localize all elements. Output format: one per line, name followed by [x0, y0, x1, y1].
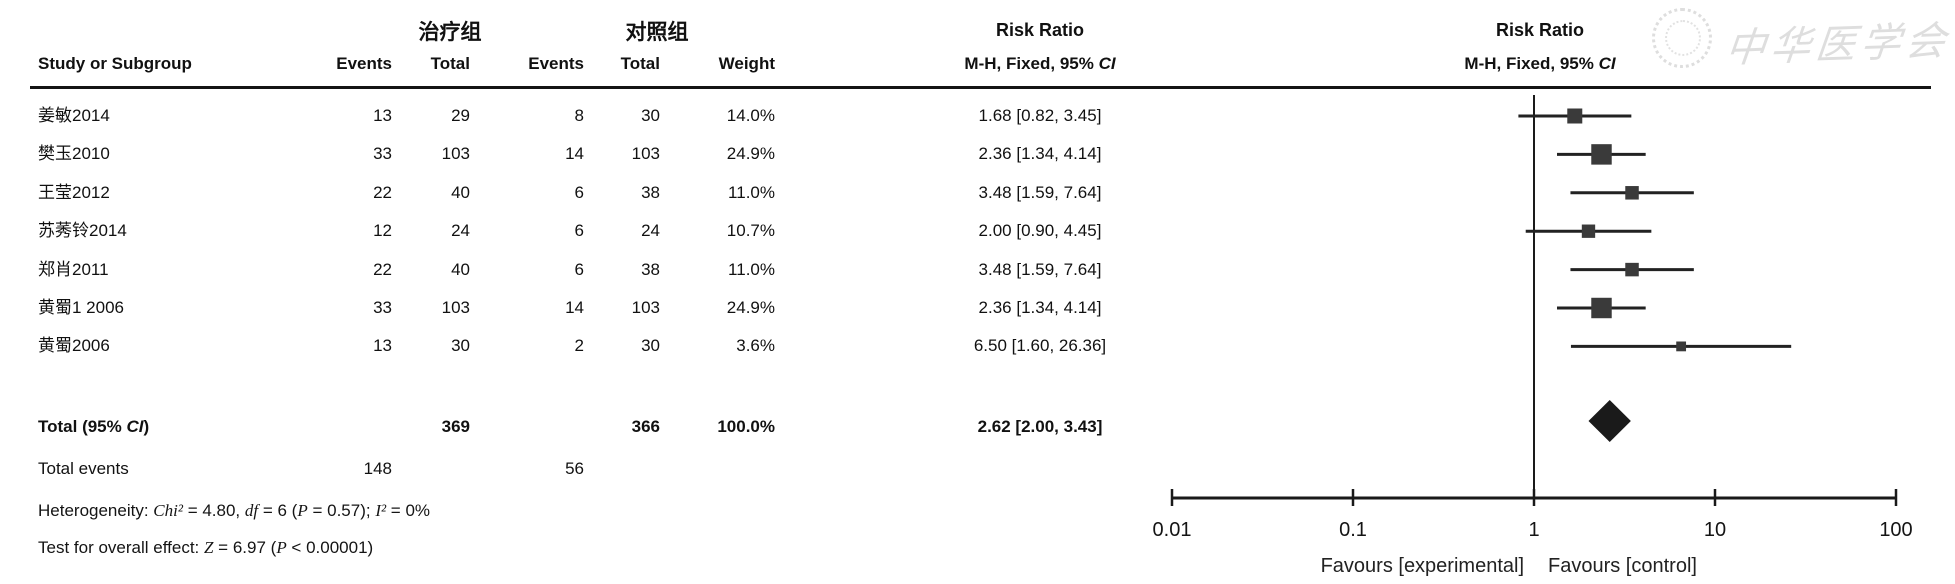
risk-ratio-column-title: Risk Ratio — [995, 20, 1085, 40]
study-row-study-name: 黄蜀1 2006 — [38, 298, 124, 317]
study-row-weight: 10.7% — [726, 221, 775, 241]
overall-effect-test: Test for overall effect: Z = 6.97 (P < 0… — [38, 538, 374, 557]
study-row-estimate: 3.48 [1.59, 7.64] — [978, 182, 1102, 202]
point-estimate-square — [1676, 341, 1687, 352]
total-row-total-treatment: 369 — [441, 417, 470, 436]
study-row-study-name: 郑肖2011 — [38, 259, 109, 279]
study-row-events-control: 2 — [574, 336, 584, 356]
column-header-total-treatment: Total — [430, 54, 470, 73]
study-row-study-name: 黄蜀2006 — [38, 336, 110, 356]
study-row-total-control: 30 — [641, 106, 660, 125]
study-row-events-control: 14 — [565, 144, 584, 164]
study-row-total-treatment: 40 — [451, 182, 470, 202]
study-row-total-treatment: 24 — [451, 221, 470, 241]
study-row-total-treatment: 40 — [451, 259, 470, 279]
total-row-estimate: 2.62 [2.00, 3.43] — [977, 417, 1103, 436]
study-row-weight: 11.0% — [728, 259, 775, 279]
x-axis-tick-label: 1 — [1528, 519, 1539, 541]
column-header-events-treatment: Events — [336, 54, 392, 73]
point-estimate-square — [1591, 297, 1612, 319]
study-row-total-treatment: 103 — [441, 298, 470, 317]
study-row-study-name: 樊玉2010 — [38, 144, 110, 164]
point-estimate-square — [1625, 186, 1639, 200]
study-row-estimate: 2.00 [0.90, 4.45] — [978, 221, 1102, 241]
study-row-study-name: 姜敏2014 — [38, 106, 110, 125]
study-row-weight: 24.9% — [726, 144, 775, 164]
pooled-effect-diamond — [1588, 400, 1631, 442]
study-row-weight: 24.9% — [726, 298, 775, 317]
total-row-weight: 100.0% — [717, 417, 775, 436]
study-row-events-control: 8 — [574, 106, 584, 125]
x-axis-tick-label: 10 — [1704, 519, 1726, 541]
study-row-total-control: 24 — [641, 221, 660, 241]
watermark-seal-icon — [1652, 8, 1712, 68]
treatment-group-header: 治疗组 — [418, 21, 482, 44]
x-axis-tick-label: 100 — [1879, 519, 1912, 541]
study-row-events-treatment: 13 — [373, 106, 392, 125]
study-row-weight: 3.6% — [736, 336, 775, 356]
study-row-events-treatment: 12 — [373, 221, 392, 241]
study-row-estimate: 6.50 [1.60, 26.36] — [973, 336, 1107, 356]
point-estimate-square — [1625, 262, 1639, 277]
study-row-weight: 11.0% — [728, 182, 775, 202]
x-axis-tick-label: 0.1 — [1339, 519, 1367, 541]
study-row-total-treatment: 30 — [451, 336, 470, 356]
study-row-weight: 14.0% — [726, 106, 775, 125]
point-estimate-square — [1581, 224, 1596, 238]
column-header-method-ci: M-H, Fixed, 95% CI — [964, 54, 1116, 73]
plot-header-method-ci: M-H, Fixed, 95% CI — [1464, 54, 1616, 73]
total-row-total-control: 366 — [631, 417, 660, 436]
study-row-total-control: 103 — [631, 298, 660, 317]
study-row-total-treatment: 103 — [441, 144, 470, 164]
study-row-events-treatment: 33 — [373, 144, 392, 164]
point-estimate-square — [1567, 108, 1583, 124]
study-row-events-control: 14 — [565, 298, 584, 317]
study-row-study-name: 苏莠铃2014 — [38, 221, 127, 241]
study-row-events-treatment: 22 — [373, 182, 392, 202]
total-events-label: Total events — [38, 459, 129, 478]
watermark-seal-inner-icon — [1665, 20, 1701, 56]
study-row-estimate: 2.36 [1.34, 4.14] — [978, 144, 1102, 164]
study-row-estimate: 2.36 [1.34, 4.14] — [978, 298, 1102, 317]
column-header-events-control: Events — [528, 54, 584, 73]
study-row-total-control: 30 — [641, 336, 660, 356]
control-group-header: 对照组 — [625, 21, 689, 44]
x-axis-tick-label: 0.01 — [1153, 519, 1192, 541]
favours-control-label: Favours [control] — [1548, 555, 1697, 577]
total-row-label: Total (95% CI) — [38, 417, 150, 436]
study-row-total-treatment: 29 — [451, 106, 470, 125]
total-events-control: 56 — [565, 459, 584, 478]
study-row-events-treatment: 22 — [373, 259, 392, 279]
column-header-weight: Weight — [718, 54, 775, 73]
point-estimate-square — [1591, 144, 1612, 165]
study-row-study-name: 王莹2012 — [38, 182, 110, 202]
study-row-total-control: 103 — [631, 144, 660, 164]
heterogeneity-stats: Heterogeneity: Chi² = 4.80, df = 6 (P = … — [38, 501, 431, 520]
study-row-events-treatment: 13 — [373, 336, 392, 356]
total-events-treatment: 148 — [363, 459, 392, 478]
study-row-events-control: 6 — [574, 259, 584, 279]
header-rule — [30, 86, 1931, 89]
column-header-total-control: Total — [620, 54, 660, 73]
study-row-total-control: 38 — [641, 182, 660, 202]
study-row-events-control: 6 — [574, 221, 584, 241]
watermark-text: 中华医学会 — [1723, 17, 1953, 73]
risk-ratio-plot-title: Risk Ratio — [1495, 20, 1585, 40]
column-header-study: Study or Subgroup — [38, 54, 192, 73]
study-row-estimate: 3.48 [1.59, 7.64] — [978, 259, 1102, 279]
study-row-total-control: 38 — [641, 259, 660, 279]
favours-experimental-label: Favours [experimental] — [1321, 555, 1524, 577]
study-row-events-treatment: 33 — [373, 298, 392, 317]
study-row-estimate: 1.68 [0.82, 3.45] — [978, 106, 1102, 125]
study-row-events-control: 6 — [574, 182, 584, 202]
